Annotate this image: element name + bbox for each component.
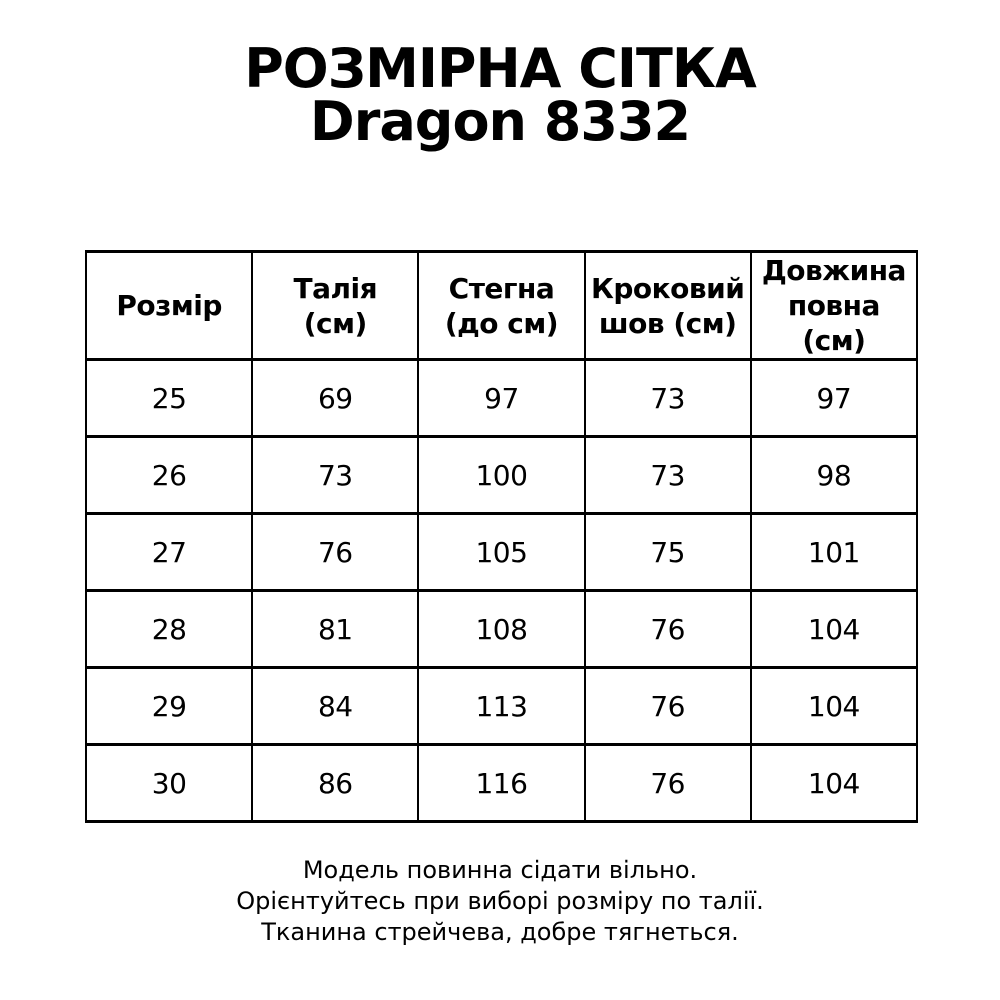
cell-waist: 76 <box>251 512 420 592</box>
page-title-line2: Dragon 8332 <box>309 90 691 153</box>
footer-note-line3: Тканина стрейчева, добре тягнеться. <box>261 918 739 946</box>
cell-inseam: 75 <box>583 512 752 592</box>
cell-full-length: 104 <box>749 666 919 746</box>
cell-full-length: 97 <box>749 358 919 438</box>
table-header-row: Розмір Талія (см) Стегна (до см) Крокови… <box>84 250 919 361</box>
cell-hips: 113 <box>417 666 586 746</box>
cell-waist: 73 <box>251 435 420 515</box>
cell-full-length: 101 <box>749 512 919 592</box>
col-header-inseam: Кроковий шов (см) <box>583 250 752 361</box>
cell-inseam: 73 <box>583 435 752 515</box>
cell-hips: 108 <box>417 589 586 669</box>
cell-size: 28 <box>84 589 254 669</box>
table-row: 26 73 100 73 98 <box>84 435 919 515</box>
cell-waist: 81 <box>251 589 420 669</box>
cell-size: 26 <box>84 435 254 515</box>
col-header-hips: Стегна (до см) <box>417 250 586 361</box>
cell-size: 29 <box>84 666 254 746</box>
table-row: 25 69 97 73 97 <box>84 358 919 438</box>
page-title-line1: РОЗМІРНА СІТКА <box>244 37 757 100</box>
cell-inseam: 76 <box>583 743 752 823</box>
cell-inseam: 73 <box>583 358 752 438</box>
cell-waist: 86 <box>251 743 420 823</box>
cell-full-length: 104 <box>749 589 919 669</box>
cell-hips: 105 <box>417 512 586 592</box>
cell-hips: 116 <box>417 743 586 823</box>
table-row: 29 84 113 76 104 <box>84 666 919 746</box>
table-row: 28 81 108 76 104 <box>84 589 919 669</box>
footer-note: Модель повинна сідати вільно. Орієнтуйте… <box>0 855 1000 948</box>
size-table: Розмір Талія (см) Стегна (до см) Крокови… <box>84 250 919 823</box>
col-header-waist: Талія (см) <box>251 250 420 361</box>
cell-hips: 97 <box>417 358 586 438</box>
cell-inseam: 76 <box>583 666 752 746</box>
col-header-full-length: Довжина повна (см) <box>749 250 919 361</box>
table-row: 30 86 116 76 104 <box>84 743 919 823</box>
cell-hips: 100 <box>417 435 586 515</box>
footer-note-line2: Орієнтуйтесь при виборі розміру по талії… <box>236 887 764 915</box>
page-title: РОЗМІРНА СІТКА Dragon 8332 <box>0 37 1000 153</box>
cell-size: 27 <box>84 512 254 592</box>
cell-inseam: 76 <box>583 589 752 669</box>
cell-full-length: 98 <box>749 435 919 515</box>
cell-full-length: 104 <box>749 743 919 823</box>
cell-size: 30 <box>84 743 254 823</box>
col-header-size: Розмір <box>84 250 254 361</box>
cell-waist: 69 <box>251 358 420 438</box>
cell-size: 25 <box>84 358 254 438</box>
footer-note-line1: Модель повинна сідати вільно. <box>302 856 698 884</box>
cell-waist: 84 <box>251 666 420 746</box>
table-row: 27 76 105 75 101 <box>84 512 919 592</box>
